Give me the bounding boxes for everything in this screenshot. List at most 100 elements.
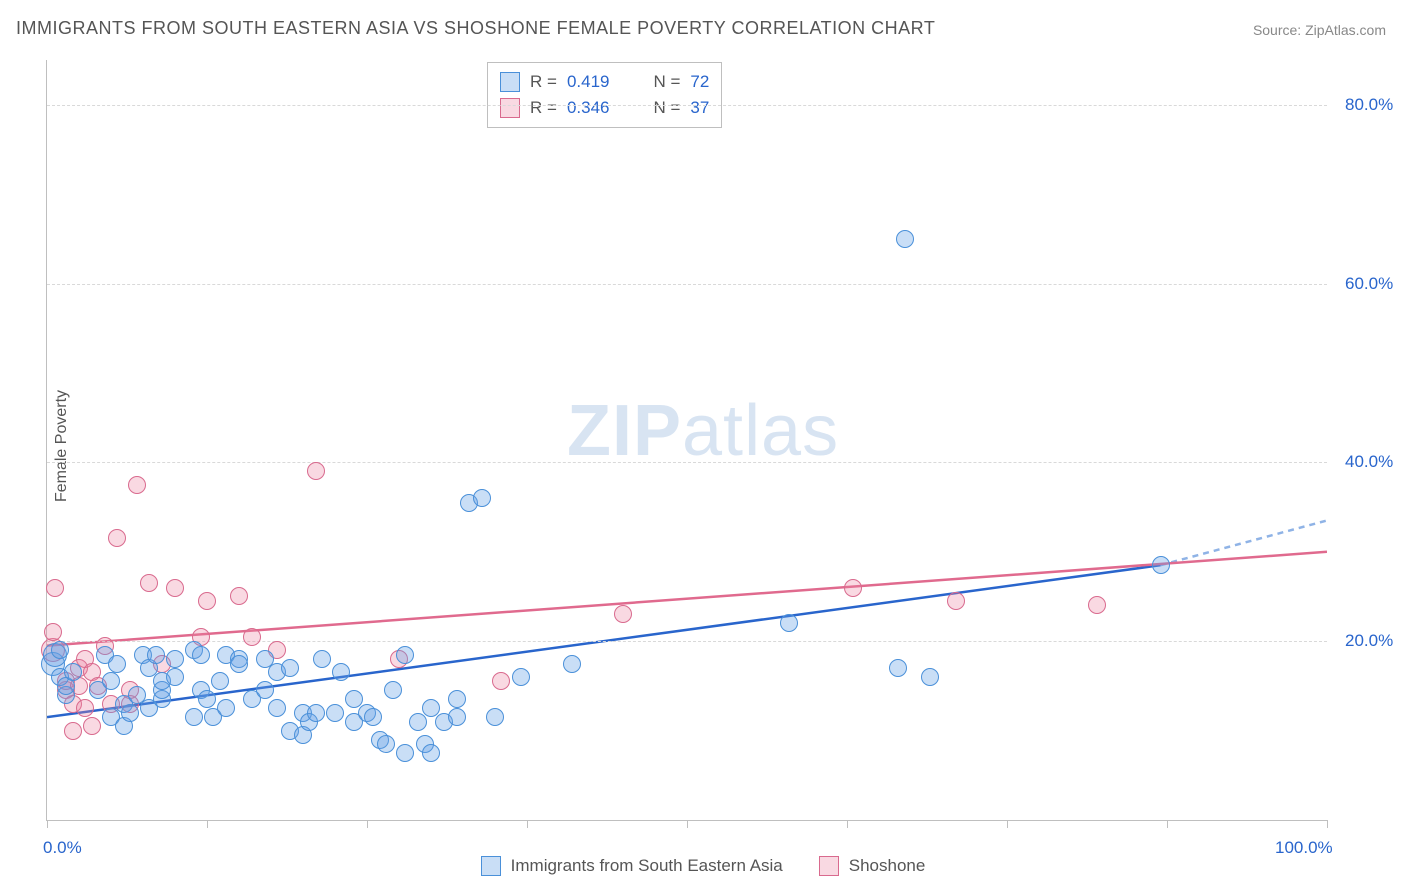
data-point [396,744,414,762]
data-point [198,690,216,708]
stats-row: R = 0.419N = 72 [500,69,709,95]
x-tick-mark [527,820,528,828]
data-point [364,708,382,726]
data-point [492,672,510,690]
r-value: 0.346 [567,95,610,121]
x-tick-mark [1167,820,1168,828]
y-tick-label: 60.0% [1345,274,1393,294]
data-point [896,230,914,248]
data-point [166,579,184,597]
r-value: 0.419 [567,69,610,95]
data-point [46,579,64,597]
data-point [844,579,862,597]
n-label: N = [653,95,680,121]
source-attribution: Source: ZipAtlas.com [1253,22,1386,38]
stats-row: R = 0.346 N = 37 [500,95,709,121]
source-prefix: Source: [1253,22,1305,38]
data-point [128,476,146,494]
legend-swatch [500,72,520,92]
data-point [121,704,139,722]
x-tick-mark [1327,820,1328,828]
data-point [108,655,126,673]
data-point [64,663,82,681]
gridline [47,462,1327,463]
r-label: R = [530,95,557,121]
x-tick-mark [687,820,688,828]
data-point [185,708,203,726]
legend-swatch [819,856,839,876]
correlation-stats-box: R = 0.419N = 72R = 0.346 N = 37 [487,62,722,128]
data-point [108,529,126,547]
gridline [47,105,1327,106]
gridline [47,641,1327,642]
legend-label: Shoshone [849,856,926,876]
series-legend: Immigrants from South Eastern Asia Shosho… [0,856,1406,876]
n-value: 37 [690,95,709,121]
data-point [198,592,216,610]
data-point [102,672,120,690]
data-point [230,587,248,605]
data-point [230,655,248,673]
data-point [512,668,530,686]
data-point [947,592,965,610]
data-point [281,659,299,677]
legend-item: Shoshone [819,856,926,876]
data-point [422,744,440,762]
gridline [47,284,1327,285]
watermark-bold: ZIP [567,391,682,471]
x-tick-mark [207,820,208,828]
x-tick-mark [847,820,848,828]
x-tick-mark [47,820,48,828]
data-point [384,681,402,699]
data-point [326,704,344,722]
data-point [217,699,235,717]
data-point [166,668,184,686]
chart-title: IMMIGRANTS FROM SOUTH EASTERN ASIA VS SH… [16,18,935,39]
data-point [1152,556,1170,574]
data-point [780,614,798,632]
x-tick-mark [1007,820,1008,828]
r-label: R = [530,69,557,95]
y-tick-label: 40.0% [1345,452,1393,472]
n-value: 72 [690,69,709,95]
watermark-rest: atlas [682,391,839,471]
data-point [192,646,210,664]
legend-swatch [481,856,501,876]
trend-lines-layer [47,60,1327,820]
data-point [243,628,261,646]
data-point [448,690,466,708]
x-tick-label: 0.0% [43,838,82,858]
data-point [211,672,229,690]
data-point [396,646,414,664]
data-point [313,650,331,668]
x-tick-mark [367,820,368,828]
data-point [44,623,62,641]
data-point [921,668,939,686]
data-point [83,717,101,735]
data-point [256,681,274,699]
data-point [563,655,581,673]
data-point [1088,596,1106,614]
source-link[interactable]: ZipAtlas.com [1305,22,1386,38]
watermark: ZIPatlas [567,390,839,472]
x-tick-label: 100.0% [1275,838,1333,858]
data-point [614,605,632,623]
y-tick-label: 20.0% [1345,631,1393,651]
data-point [377,735,395,753]
data-point [307,704,325,722]
data-point [889,659,907,677]
legend-label: Immigrants from South Eastern Asia [511,856,783,876]
data-point [448,708,466,726]
data-point [268,699,286,717]
data-point [166,650,184,668]
data-point [147,646,165,664]
data-point [51,641,69,659]
legend-swatch [500,98,520,118]
data-point [64,722,82,740]
data-point [486,708,504,726]
legend-item: Immigrants from South Eastern Asia [481,856,783,876]
data-point [76,699,94,717]
data-point [307,462,325,480]
y-tick-label: 80.0% [1345,95,1393,115]
scatter-plot-area: ZIPatlas R = 0.419N = 72R = 0.346N = 37 … [46,60,1327,821]
